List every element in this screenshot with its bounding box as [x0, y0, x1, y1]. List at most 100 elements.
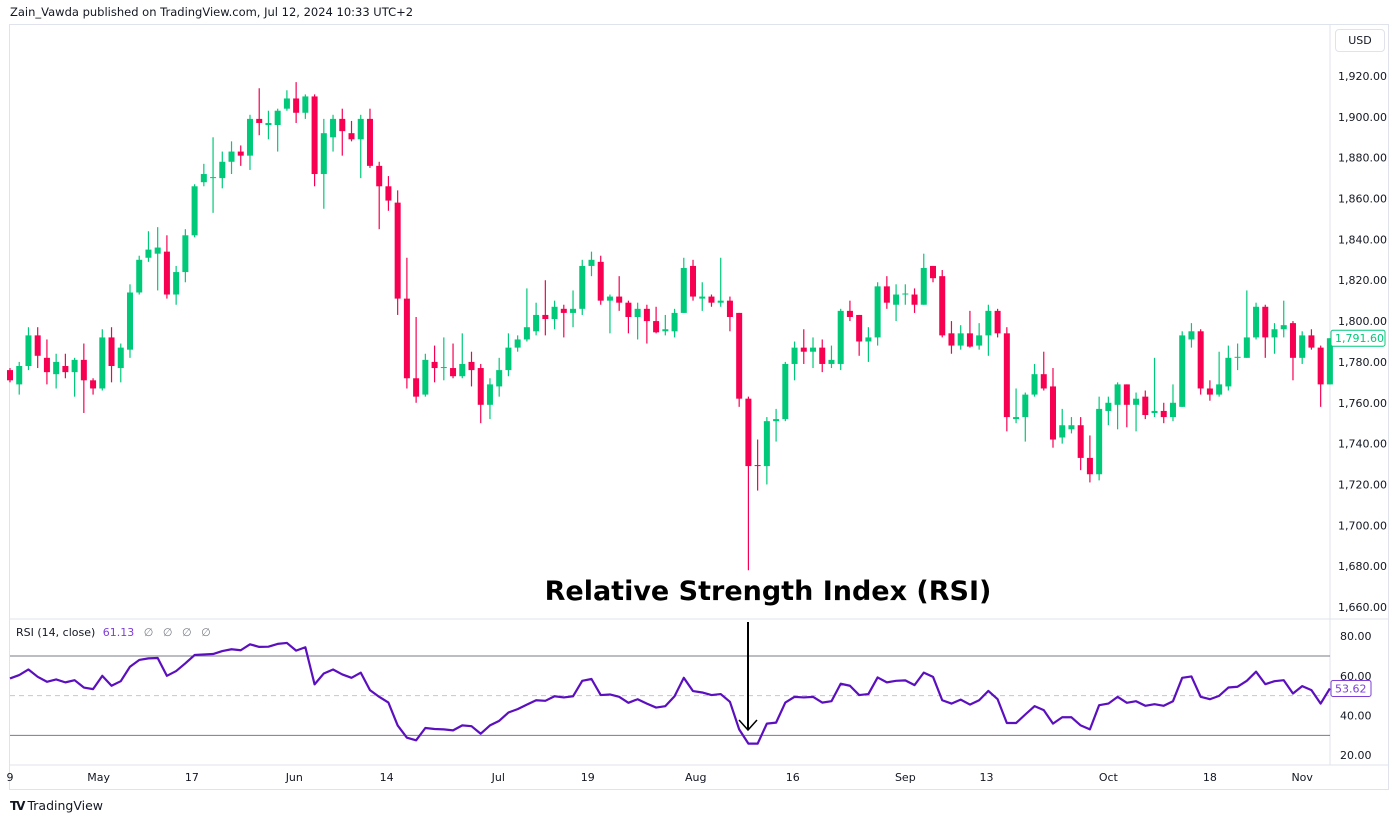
candle-body — [1308, 335, 1315, 348]
candle-body — [671, 312, 678, 332]
candle-body — [1326, 338, 1333, 385]
candle-body — [237, 151, 244, 156]
candle-body — [699, 296, 706, 299]
rsi-last-label: 53.62 — [1335, 682, 1367, 695]
candle — [62, 353, 69, 379]
candle-body — [874, 286, 881, 338]
candle — [173, 265, 180, 305]
candle-body — [459, 363, 466, 377]
candle-body — [653, 321, 660, 333]
candle — [293, 82, 300, 123]
candle — [1216, 351, 1223, 397]
candle-body — [1169, 402, 1176, 418]
candle-body — [597, 261, 604, 301]
candle-body — [948, 333, 955, 346]
candle — [7, 368, 13, 383]
candle-body — [1105, 402, 1112, 411]
candle — [43, 339, 50, 385]
candle — [791, 341, 798, 381]
candle — [1179, 331, 1186, 407]
candle-body — [274, 110, 281, 126]
candle-body — [1225, 357, 1232, 387]
time-tick-label: 9 — [7, 771, 14, 784]
candle-body — [523, 327, 530, 340]
candle — [570, 290, 577, 328]
candle — [376, 161, 383, 230]
candle — [920, 253, 927, 305]
candle — [893, 284, 900, 322]
candle-body — [413, 378, 420, 397]
candle — [385, 176, 392, 211]
candle-body — [219, 161, 226, 179]
candle — [468, 351, 475, 387]
candle — [477, 363, 484, 424]
candle-body — [939, 276, 946, 336]
candle — [246, 114, 253, 170]
candle — [800, 329, 807, 364]
candle — [1022, 392, 1029, 442]
candle — [745, 396, 752, 571]
candle — [542, 280, 549, 336]
candle — [930, 265, 936, 283]
candle — [422, 353, 429, 397]
candle — [726, 296, 733, 332]
candle — [671, 308, 678, 338]
candle-body — [486, 384, 493, 405]
candle-body — [1096, 408, 1103, 475]
candle — [837, 308, 844, 371]
candle-body — [514, 339, 521, 348]
candle — [985, 304, 992, 356]
candle — [1031, 363, 1038, 397]
rsi-pane — [9, 641, 1331, 745]
candle-body — [865, 337, 872, 342]
candle — [846, 300, 853, 322]
candle — [1003, 327, 1010, 432]
candle — [182, 229, 189, 283]
candle-body — [7, 370, 13, 381]
candle-body — [570, 308, 577, 313]
candle — [357, 114, 364, 179]
rsi-tick-label: 60.00 — [1340, 670, 1372, 683]
candle-body — [348, 133, 355, 140]
candle-body — [1059, 425, 1066, 438]
candle — [828, 345, 835, 369]
annotation-arrow — [738, 622, 758, 732]
chart-frame — [9, 24, 1389, 790]
candle-body — [1114, 384, 1121, 405]
candle-body — [690, 265, 697, 297]
candle-body — [708, 296, 715, 303]
tradingview-logo-icon: TV — [10, 798, 26, 813]
candle-body — [431, 361, 438, 369]
candle — [994, 308, 1001, 338]
candle — [773, 408, 780, 442]
candle — [1086, 435, 1093, 483]
candle — [1225, 345, 1232, 391]
candle-body — [71, 359, 78, 373]
candle-body — [496, 370, 503, 387]
candle-body — [616, 296, 623, 303]
candle-body — [1179, 335, 1186, 407]
candle-body — [837, 310, 844, 364]
price-tick-label: 1,740.00 — [1338, 438, 1387, 451]
candle-body — [1022, 394, 1029, 418]
candle — [653, 306, 660, 334]
candle — [1299, 331, 1306, 364]
candle-body — [357, 118, 364, 140]
candle — [154, 227, 161, 291]
candle-body — [579, 265, 586, 309]
candle — [283, 90, 290, 111]
rsi-line — [9, 641, 1331, 745]
candle-body — [403, 298, 410, 379]
candle — [514, 335, 521, 352]
candle-body — [930, 265, 936, 279]
candle-body — [828, 359, 835, 364]
candle-body — [791, 347, 798, 364]
candle — [339, 108, 346, 156]
footer[interactable]: TV TradingView — [10, 798, 103, 813]
candle-body — [1142, 396, 1149, 416]
rsi-legend[interactable]: RSI (14, close) 61.13 ∅ ∅ ∅ ∅ — [16, 626, 211, 639]
candle — [431, 345, 438, 383]
candle-body — [53, 361, 60, 375]
currency-button[interactable]: USD — [1335, 29, 1385, 52]
